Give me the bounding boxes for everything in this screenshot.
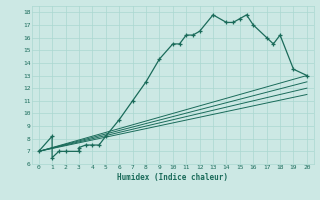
X-axis label: Humidex (Indice chaleur): Humidex (Indice chaleur) — [117, 173, 228, 182]
